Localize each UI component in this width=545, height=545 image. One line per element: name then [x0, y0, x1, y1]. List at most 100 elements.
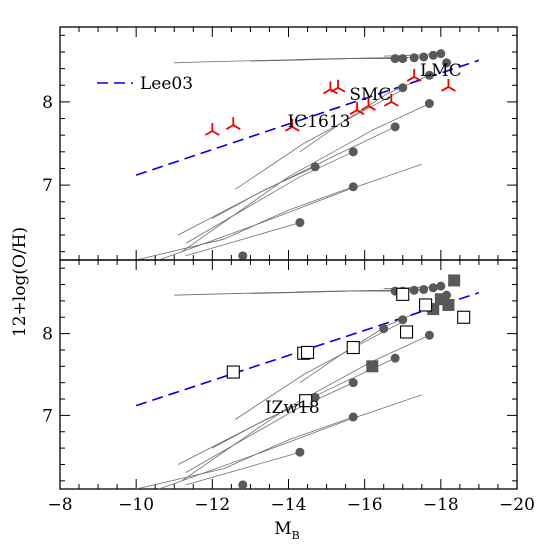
model-endpoint-circle — [398, 54, 408, 64]
model-track-line — [234, 319, 407, 420]
model-track-line — [299, 307, 430, 384]
observed-galaxy-marker — [383, 93, 399, 107]
x-axis-title-subscript: B — [292, 529, 300, 542]
model-track-line — [185, 151, 354, 244]
marker-arm — [225, 124, 234, 130]
observed-galaxy-marker — [349, 102, 365, 115]
model-endpoint-circle — [424, 70, 434, 80]
observed-galaxy-marker — [322, 81, 338, 95]
legend: Lee03 — [97, 74, 193, 94]
legend-label: Lee03 — [140, 74, 193, 94]
open-square-marker — [419, 298, 433, 312]
plot-area — [135, 49, 480, 260]
model-track-line — [185, 382, 354, 473]
marker-arm — [448, 86, 456, 92]
model-track-line — [250, 57, 403, 62]
model-endpoint-circle — [390, 353, 400, 363]
model-track-line — [212, 397, 316, 449]
x-axis-label: MB — [274, 519, 300, 542]
annotation-label: LMC — [420, 61, 462, 81]
open-square-marker — [346, 340, 360, 355]
model-endpoint-circle — [379, 324, 389, 334]
model-endpoint-circle — [424, 330, 434, 340]
observed-galaxy-marker — [225, 117, 241, 130]
open-square-marker — [400, 325, 414, 339]
observed-galaxy-marker — [406, 68, 422, 82]
model-endpoint-circle — [348, 412, 358, 422]
x-tick-label: −10 — [118, 495, 154, 515]
model-track-line — [234, 87, 407, 190]
x-tick-label: −14 — [271, 495, 307, 515]
annotation-label: IC1613 — [287, 112, 350, 132]
model-track-line — [158, 394, 422, 489]
observed-galaxy-marker — [284, 118, 300, 132]
y-tick-label: 7 — [42, 406, 53, 426]
marker-arm — [441, 86, 449, 92]
y-tick-label: 8 — [42, 93, 53, 113]
plot-area — [135, 274, 480, 489]
open-square-marker — [396, 287, 410, 301]
model-endpoint-circle — [390, 54, 400, 64]
model-endpoint-circle — [436, 49, 446, 59]
bottom-panel: 7 8 −8 −10 −12 −14 −16 −18 −20 IZw18 — [42, 259, 535, 515]
marker-arm — [413, 76, 422, 82]
x-tick-label: −12 — [194, 495, 230, 515]
model-endpoint-circle — [419, 52, 429, 62]
marker-arm — [337, 86, 346, 93]
model-endpoint-circle — [295, 447, 305, 457]
model-endpoint-circle — [424, 99, 434, 109]
open-square-marker — [226, 365, 240, 379]
model-endpoint-circle — [348, 182, 358, 192]
open-square-marker — [300, 345, 315, 359]
model-track-line — [136, 416, 354, 489]
model-endpoint-circle — [398, 83, 408, 93]
lee03-fit-line — [135, 59, 480, 176]
model-endpoint-circle — [310, 162, 320, 172]
marker-arm — [349, 109, 358, 115]
model-endpoint-circle — [428, 283, 438, 293]
filled-square-marker — [442, 298, 455, 311]
model-endpoint-circle — [409, 53, 419, 63]
model-endpoint-circle — [436, 281, 446, 291]
open-square-marker — [299, 394, 313, 408]
model-track-line — [158, 163, 422, 260]
model-track-line — [212, 166, 316, 219]
x-axis-title-main: M — [274, 519, 291, 539]
model-track-line — [177, 126, 396, 236]
marker-arm — [232, 124, 241, 130]
model-track-line — [185, 451, 301, 486]
model-endpoint-circle — [442, 58, 452, 68]
model-endpoint-circle — [398, 315, 408, 325]
observed-galaxy-marker — [330, 79, 346, 93]
y-tick-label: 8 — [42, 325, 53, 345]
y-axis-title: 12+log(O/H) — [10, 227, 30, 337]
marker-arm — [390, 101, 399, 107]
marker-arm — [291, 126, 300, 132]
marker-arm — [361, 105, 369, 111]
marker-arm — [383, 101, 392, 107]
x-tick-label: −8 — [47, 495, 72, 515]
model-endpoint-circle — [428, 50, 438, 60]
model-endpoint-circle — [310, 392, 320, 402]
x-tick-label: −16 — [347, 495, 383, 515]
model-endpoint-circle — [238, 480, 248, 489]
x-tick-label: −18 — [423, 495, 459, 515]
top-panel: 7 8 LMC SMC IC1613 Lee03 — [42, 26, 518, 261]
model-track-line — [177, 357, 396, 465]
filled-square-marker — [366, 360, 379, 373]
marker-arm — [204, 130, 213, 136]
marker-arm — [406, 76, 415, 82]
model-endpoint-circle — [238, 251, 248, 260]
y-axis-label: 12+log(O/H) — [10, 227, 30, 337]
marker-arm — [322, 88, 331, 95]
marker-arm — [368, 105, 376, 111]
marker-arm — [211, 130, 220, 136]
marker-arm — [330, 86, 339, 93]
model-endpoint-circle — [295, 218, 305, 228]
model-endpoint-circle — [390, 122, 400, 132]
model-endpoint-circle — [348, 378, 358, 388]
marker-arm — [329, 88, 338, 95]
model-track-line — [136, 186, 354, 260]
annotation-label: SMC — [349, 85, 391, 105]
